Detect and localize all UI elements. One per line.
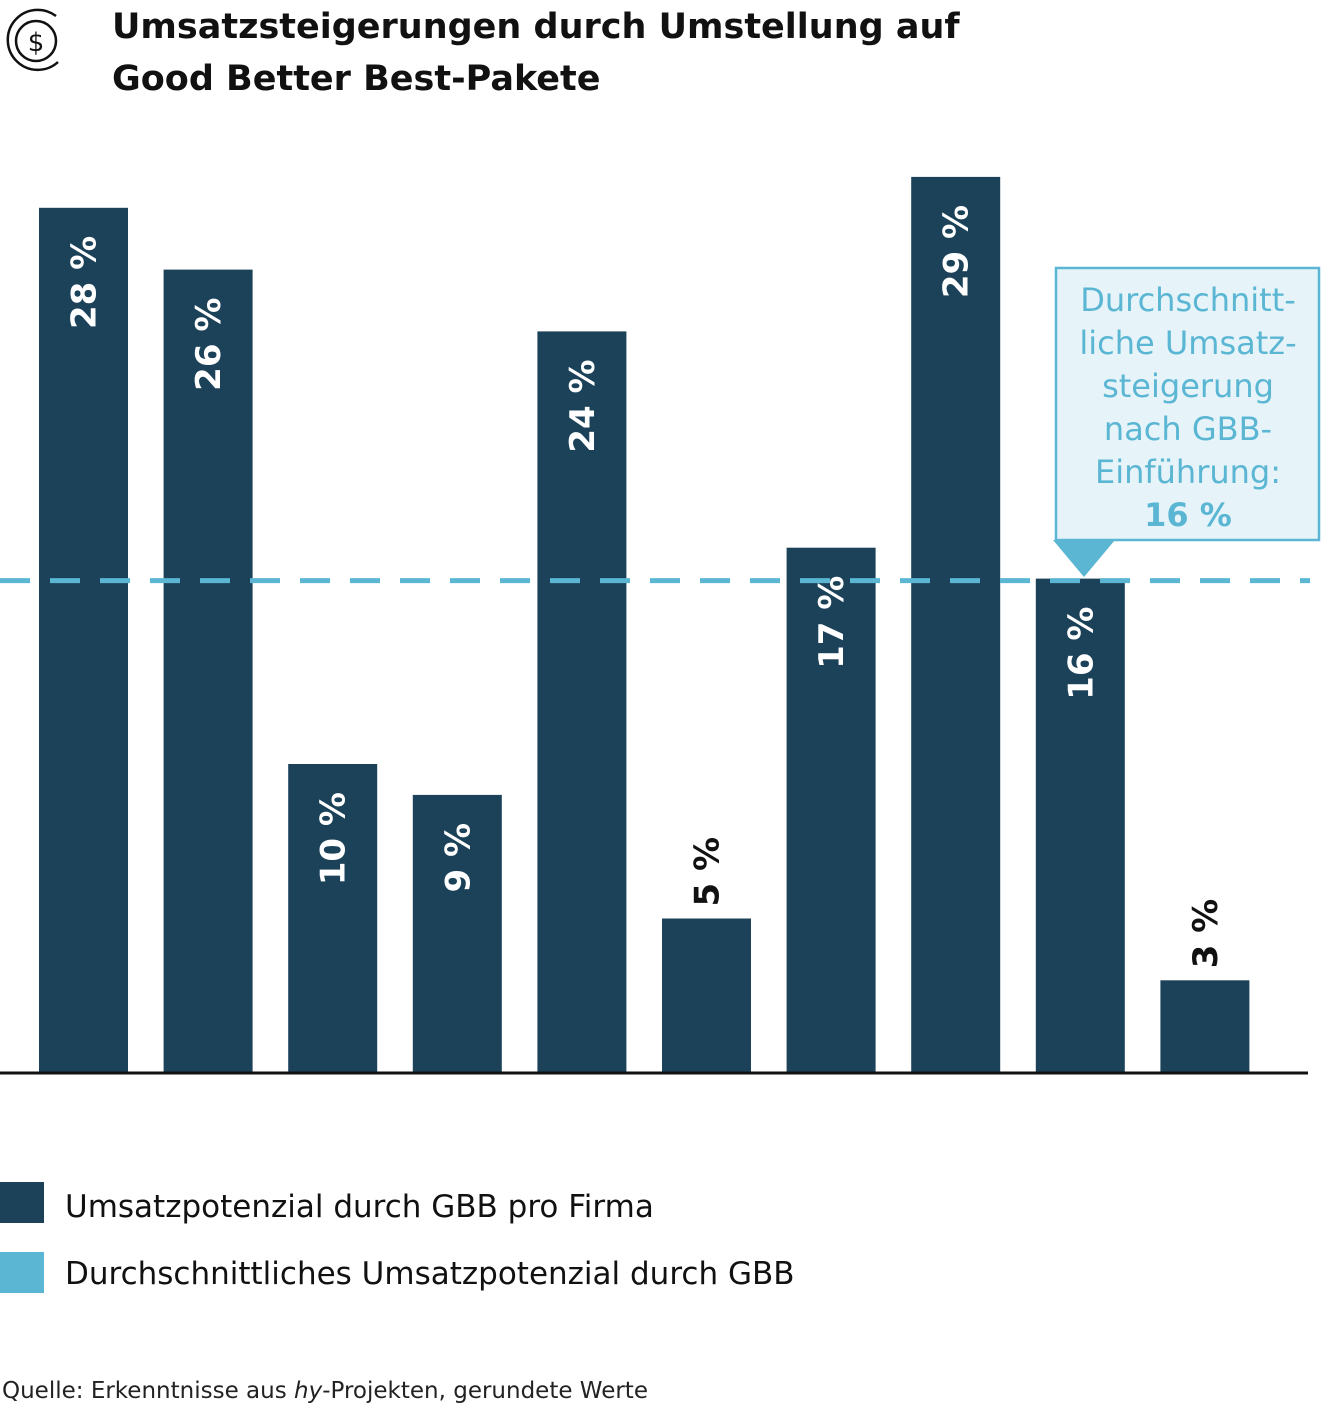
bar-label-5: 24 % — [563, 359, 603, 452]
legend-swatch-average — [0, 1252, 44, 1293]
bar-series — [39, 176, 1250, 1074]
bar-label-7: 17 % — [812, 576, 852, 669]
svg-text:$: $ — [28, 28, 45, 58]
source-prefix: Quelle: Erkenntnisse aus — [2, 1378, 294, 1404]
bar-9 — [1035, 578, 1125, 1073]
legend: Umsatzpotenzial durch GBB pro Firma Durc… — [0, 1182, 795, 1293]
legend-label-average: Durchschnittliches Umsatzpotenzial durch… — [65, 1256, 795, 1292]
bar-2 — [163, 269, 253, 1074]
bar-label-2: 26 % — [189, 298, 229, 391]
source-note: Quelle: Erkenntnisse aus hy-Projekten, g… — [2, 1378, 648, 1404]
bar-label-10: 3 % — [1186, 899, 1226, 969]
bar-8 — [911, 176, 1001, 1073]
bar-label-6: 5 % — [688, 837, 728, 907]
bar-1 — [39, 207, 128, 1074]
callout-line-5: Einführung: — [1095, 453, 1281, 491]
bar-5 — [537, 331, 627, 1073]
legend-label-bars: Umsatzpotenzial durch GBB pro Firma — [65, 1189, 654, 1225]
dollar-coin-icon: $ — [6, 8, 59, 72]
bar-label-1: 28 % — [65, 236, 105, 329]
callout-line-1: Durchschnitt- — [1080, 281, 1296, 319]
bar-label-9: 16 % — [1061, 607, 1101, 700]
callout-line-3: steigerung — [1102, 367, 1274, 405]
chart-title-line-2: Good Better Best-Pakete — [112, 59, 601, 99]
callout-value: 16 % — [1144, 496, 1232, 534]
bar-label-3: 10 % — [314, 792, 354, 885]
bar-10 — [1160, 980, 1250, 1073]
bar-6 — [662, 918, 751, 1073]
callout-line-4: nach GBB- — [1104, 410, 1272, 448]
bar-7 — [786, 547, 876, 1073]
bar-4 — [412, 794, 502, 1073]
callout-line-2: liche Umsatz- — [1079, 324, 1296, 362]
bar-label-4: 9 % — [438, 823, 478, 893]
chart-title-line-1: Umsatzsteigerungen durch Umstellung auf — [112, 7, 960, 47]
average-callout: Durchschnitt- liche Umsatz- steigerung n… — [1053, 266, 1321, 577]
bar-labels: 28 % 26 % 10 % 9 % 24 % 5 % 17 % 29 % 16 % 3 % — [65, 205, 1226, 968]
source-suffix: -Projekten, gerundete Werte — [322, 1378, 648, 1404]
legend-swatch-bars — [0, 1182, 44, 1223]
bar-label-8: 29 % — [937, 205, 977, 298]
source-italic: hy — [294, 1378, 323, 1404]
bar-3 — [288, 764, 378, 1073]
